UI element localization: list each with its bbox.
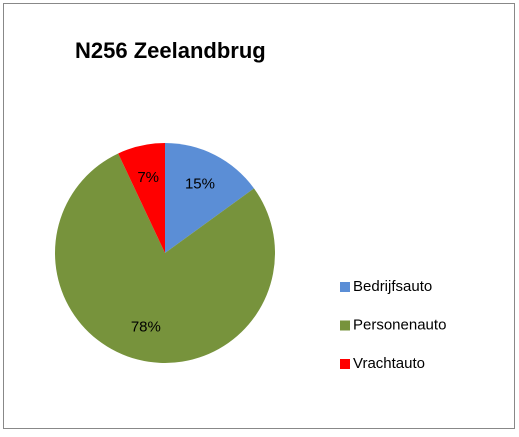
legend-label: Bedrijfsauto — [353, 278, 432, 295]
legend-label: Vrachtauto — [353, 355, 425, 372]
legend-swatch — [340, 282, 350, 292]
chart-title: N256 Zeelandbrug — [75, 38, 266, 63]
legend-swatch — [340, 320, 350, 331]
pie-slice — [55, 153, 275, 364]
data-label: 7% — [137, 169, 159, 186]
legend-label: Personenauto — [353, 316, 446, 333]
pie-slice — [165, 143, 254, 253]
data-label: 78% — [131, 319, 161, 336]
pie-slice — [118, 143, 165, 253]
legend-swatch — [340, 359, 350, 369]
data-label: 15% — [185, 175, 215, 192]
